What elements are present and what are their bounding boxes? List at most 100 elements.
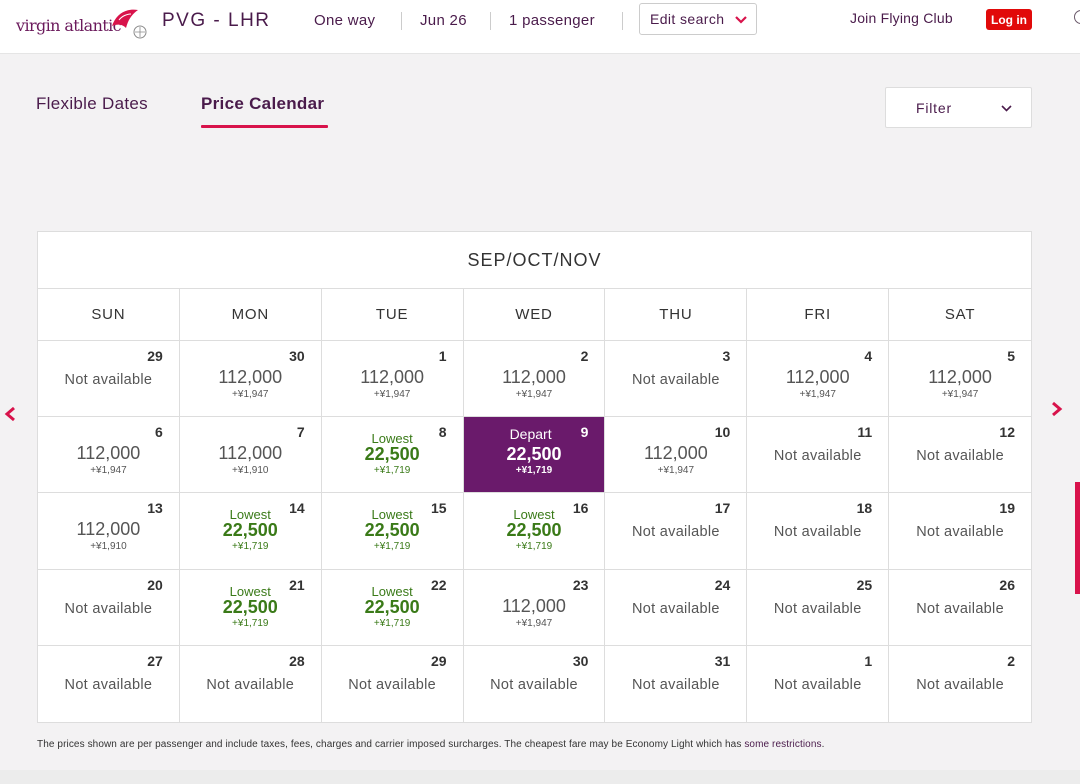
- join-flying-club-link[interactable]: Join Flying Club: [850, 10, 953, 26]
- day-cell[interactable]: 24 Not available: [605, 569, 748, 646]
- day-number: 30: [572, 652, 589, 669]
- account-icon[interactable]: [1074, 10, 1080, 24]
- next-month-button[interactable]: [1049, 400, 1065, 420]
- day-cell[interactable]: 18 Not available: [747, 493, 890, 570]
- day-cell[interactable]: 8 Lowest 22,500 +¥1,719: [321, 417, 464, 494]
- day-cell[interactable]: 27 Not available: [38, 645, 180, 722]
- weekday-thu: THU: [605, 289, 748, 340]
- day-cell[interactable]: 12 Not available: [889, 417, 1031, 494]
- tax-amount: +¥1,947: [941, 389, 979, 400]
- points-price: 112,000: [928, 367, 992, 387]
- day-number: 28: [289, 652, 305, 669]
- tab-price-calendar[interactable]: Price Calendar: [201, 94, 325, 113]
- day-cell[interactable]: 31 Not available: [605, 645, 748, 722]
- day-cell[interactable]: 29 Not available: [38, 341, 180, 418]
- trip-type[interactable]: One way: [314, 12, 376, 29]
- day-cell[interactable]: 25 Not available: [747, 569, 890, 646]
- day-number: 4: [864, 348, 873, 364]
- tax-amount: +¥1,947: [799, 389, 836, 400]
- previous-month-button[interactable]: [2, 405, 18, 425]
- day-cell[interactable]: 7 112,000 +¥1,910: [179, 417, 322, 494]
- lowest-badge: Lowest: [371, 583, 413, 599]
- day-number: 2: [580, 348, 589, 364]
- day-cell[interactable]: 2 112,000 +¥1,947: [463, 341, 606, 418]
- day-cell[interactable]: 23 112,000 +¥1,947: [463, 569, 606, 646]
- availability-status: Not available: [773, 524, 862, 541]
- edit-search-button[interactable]: Edit search: [639, 3, 757, 35]
- day-cell[interactable]: 28 Not available: [179, 645, 322, 722]
- trip-date[interactable]: Jun 26: [420, 12, 467, 29]
- lowest-badge: Lowest: [371, 431, 413, 447]
- restrictions-link[interactable]: some restrictions: [744, 739, 822, 750]
- availability-status: Not available: [916, 524, 1004, 541]
- edit-search-label: Edit search: [650, 11, 725, 27]
- day-cell[interactable]: 29 Not available: [321, 645, 464, 722]
- day-number: 26: [999, 576, 1015, 593]
- weekday-sat: SAT: [944, 306, 976, 323]
- chevron-down-icon: [735, 16, 747, 24]
- day-cell[interactable]: 14 Lowest 22,500 +¥1,719: [179, 493, 322, 570]
- day-cell[interactable]: 22 Lowest 22,500 +¥1,719: [321, 569, 464, 646]
- filter-label: Filter: [916, 99, 952, 116]
- day-number: 19: [999, 500, 1015, 517]
- day-cell[interactable]: 13 112,000 +¥1,910: [38, 493, 180, 570]
- day-cell[interactable]: 6 112,000 +¥1,947: [38, 417, 180, 494]
- weekday-sun: SUN: [38, 289, 180, 340]
- day-number: 21: [289, 576, 305, 593]
- day-cell[interactable]: 5 112,000 +¥1,947: [889, 341, 1031, 418]
- day-number: 17: [714, 500, 731, 517]
- day-cell[interactable]: 1 Not available: [747, 645, 890, 722]
- filter-dropdown[interactable]: Filter: [885, 87, 1032, 128]
- day-cell[interactable]: 3 Not available: [605, 341, 748, 418]
- points-price: 22,500: [364, 596, 420, 617]
- day-number: 30: [289, 348, 305, 364]
- day-number: 6: [155, 424, 163, 441]
- availability-status: Not available: [916, 448, 1004, 465]
- tax-amount: +¥1,947: [90, 465, 127, 477]
- day-cell[interactable]: 1 112,000 +¥1,947: [321, 341, 464, 418]
- tab-flexible-dates[interactable]: Flexible Dates: [36, 94, 148, 113]
- lowest-badge: Lowest: [229, 507, 271, 523]
- day-cell[interactable]: 20 Not available: [38, 569, 180, 646]
- calendar-grid: 29 Not available 30 112,000 +¥1,947 1 112,000 +…: [38, 341, 1031, 722]
- day-number: 1: [438, 348, 447, 364]
- day-cell[interactable]: 30 112,000 +¥1,947: [179, 341, 322, 418]
- day-number: 15: [430, 500, 447, 517]
- day-cell[interactable]: 26 Not available: [889, 569, 1031, 646]
- day-cell[interactable]: 11 Not available: [747, 417, 890, 494]
- selected-day-cell[interactable]: 9 Depart 22,500 +¥1,719: [463, 417, 606, 494]
- day-cell[interactable]: 17 Not available: [605, 493, 748, 570]
- day-number: 2: [1007, 652, 1015, 669]
- day-number: 1: [864, 652, 873, 669]
- day-number: 14: [289, 500, 305, 517]
- day-cell[interactable]: 4 112,000 +¥1,947: [747, 341, 890, 418]
- availability-status: Not available: [64, 600, 153, 617]
- login-button[interactable]: Log in: [986, 9, 1032, 30]
- tax-amount: +¥1,719: [232, 541, 269, 553]
- availability-status: Not available: [631, 600, 720, 617]
- feedback-side-tab[interactable]: [1075, 482, 1080, 594]
- virgin-atlantic-logo[interactable]: virgin atlantic: [16, 6, 148, 40]
- points-price: 22,500: [506, 444, 562, 465]
- day-number: 25: [856, 576, 873, 593]
- day-number: 22: [430, 576, 447, 593]
- day-cell[interactable]: 10 112,000 +¥1,947: [605, 417, 748, 494]
- day-cell[interactable]: 19 Not available: [889, 493, 1031, 570]
- points-price: 22,500: [364, 444, 420, 465]
- chevron-left-icon: [4, 406, 15, 421]
- availability-status: Not available: [631, 372, 720, 388]
- day-cell[interactable]: 2 Not available: [889, 645, 1031, 722]
- day-number: 20: [147, 576, 163, 593]
- day-cell[interactable]: 15 Lowest 22,500 +¥1,719: [321, 493, 464, 570]
- lowest-badge: Lowest: [229, 583, 271, 599]
- day-cell[interactable]: 21 Lowest 22,500 +¥1,719: [179, 569, 322, 646]
- availability-status: Not available: [64, 676, 153, 693]
- availability-status: Not available: [773, 676, 862, 693]
- day-cell[interactable]: 30 Not available: [463, 645, 606, 722]
- passenger-count[interactable]: 1 passenger: [509, 12, 595, 29]
- day-cell[interactable]: 16 Lowest 22,500 +¥1,719: [463, 493, 606, 570]
- day-number: 10: [714, 424, 731, 441]
- day-number: 13: [147, 500, 163, 517]
- calendar-title: SEP/OCT/NOV: [38, 232, 1031, 289]
- tax-amount: +¥1,719: [515, 465, 553, 477]
